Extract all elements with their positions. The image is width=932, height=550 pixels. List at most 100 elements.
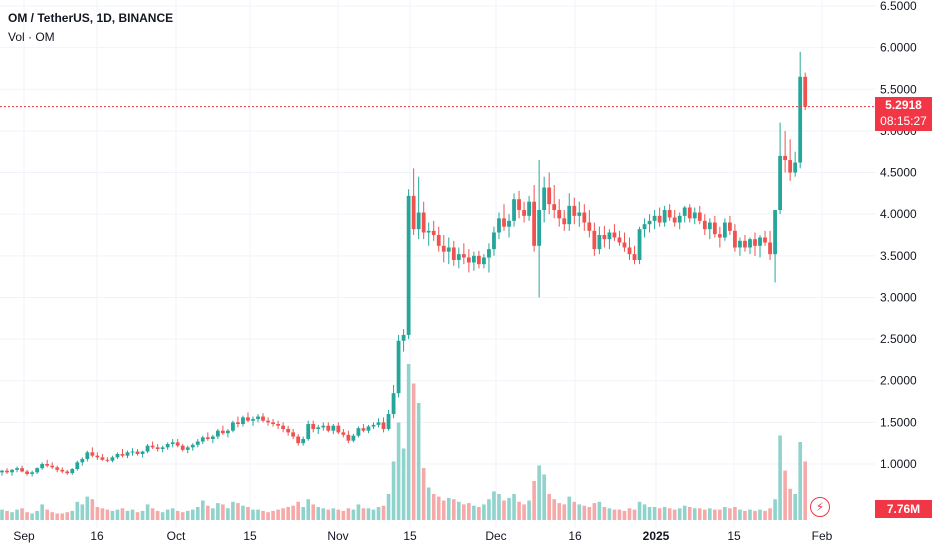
candle-body <box>231 422 235 431</box>
volume-bar <box>105 509 110 520</box>
volume-bar <box>637 501 642 520</box>
volume-bar <box>622 510 627 520</box>
volume-bar <box>572 501 577 520</box>
volume-bar <box>135 512 140 520</box>
candle-body <box>60 469 65 472</box>
volume-bar <box>743 510 747 520</box>
candle-body <box>15 468 19 470</box>
candle-body <box>522 210 526 216</box>
candle-body <box>341 432 346 435</box>
candle-body <box>306 424 311 440</box>
volume-bar <box>426 487 431 520</box>
x-tick-label: Sep <box>13 529 35 543</box>
volume-bar <box>195 507 200 520</box>
volume-bar <box>778 435 782 520</box>
candle-body <box>351 435 356 441</box>
volume-bar <box>512 494 516 520</box>
volume-bar <box>406 364 411 520</box>
volume-bar <box>110 510 115 520</box>
candle-body <box>652 215 657 221</box>
volume-bar <box>25 512 29 520</box>
candle-body <box>145 445 150 452</box>
candle-body <box>411 195 416 230</box>
candle-body <box>110 457 115 461</box>
candle-body <box>672 217 677 223</box>
y-tick-label: 5.5000 <box>880 82 917 96</box>
candle-body <box>0 470 4 473</box>
candle-body <box>210 436 215 440</box>
candle-body <box>220 430 225 434</box>
candlestick-series <box>0 51 808 477</box>
candle-body <box>748 239 752 248</box>
volume-bar <box>15 509 19 520</box>
symbol-title[interactable]: OM / TetherUS, 1D, BINANCE <box>8 11 174 25</box>
candle-body <box>783 155 788 161</box>
volume-bar <box>246 507 250 520</box>
volume-bar <box>607 508 612 520</box>
volume-bar <box>40 504 44 520</box>
volume-bar <box>692 508 697 520</box>
candle-body <box>406 195 411 335</box>
volume-bar <box>467 503 471 520</box>
volume-bar <box>125 510 130 520</box>
candle-body <box>773 210 777 255</box>
volume-title[interactable]: Vol · OM <box>8 30 55 44</box>
x-tick-label: 2025 <box>643 529 670 543</box>
volume-bar <box>20 508 24 520</box>
volume-bar <box>492 491 496 520</box>
volume-bar <box>416 403 421 520</box>
volume-bar <box>411 383 416 520</box>
volume-bar <box>130 509 135 520</box>
volume-bar <box>160 512 165 520</box>
x-tick-label: Feb <box>812 529 833 543</box>
volume-bar <box>95 507 100 520</box>
candle-body <box>542 187 547 211</box>
lightning-icon[interactable]: ⚡ <box>810 497 830 517</box>
y-tick-label: 3.5000 <box>880 249 917 263</box>
volume-bar <box>256 509 260 520</box>
candle-body <box>55 467 60 470</box>
y-tick-label: 2.5000 <box>880 332 917 346</box>
candle-body <box>321 425 326 428</box>
candle-body <box>346 434 351 441</box>
volume-bar <box>632 509 637 520</box>
candle-body <box>502 218 506 227</box>
candle-body <box>552 204 557 211</box>
candle-body <box>215 430 220 437</box>
volume-bar <box>366 508 371 520</box>
y-tick-label: 4.5000 <box>880 166 917 180</box>
volume-bar <box>401 448 406 520</box>
candle-body <box>577 212 582 216</box>
volume-bar <box>341 510 346 520</box>
candle-body <box>507 220 511 227</box>
candle-body <box>185 447 190 450</box>
candle-body <box>456 254 461 260</box>
candle-body <box>743 240 747 248</box>
y-tick-label: 6.0000 <box>880 41 917 55</box>
candle-body <box>115 454 120 458</box>
candle-body <box>85 452 90 460</box>
volume-bar <box>356 504 361 520</box>
candle-body <box>612 232 617 238</box>
candle-body <box>617 237 622 243</box>
candle-body <box>40 464 45 469</box>
volume-bar <box>55 513 60 520</box>
candle-body <box>798 76 803 163</box>
candle-body <box>25 471 29 474</box>
volume-bar <box>723 507 727 520</box>
candle-body <box>722 222 727 238</box>
candle-body <box>381 422 386 430</box>
volume-bar <box>361 508 366 520</box>
volume-bar <box>457 501 461 520</box>
candle-body <box>717 234 722 238</box>
candle-body <box>45 464 50 466</box>
volume-bar <box>100 508 105 520</box>
volume-bar <box>562 504 567 520</box>
candle-body <box>677 215 682 223</box>
candle-body <box>597 235 602 250</box>
candle-body <box>557 210 562 219</box>
volume-bar <box>728 508 732 520</box>
candle-body <box>10 469 14 473</box>
x-tick-label: 16 <box>568 529 582 543</box>
